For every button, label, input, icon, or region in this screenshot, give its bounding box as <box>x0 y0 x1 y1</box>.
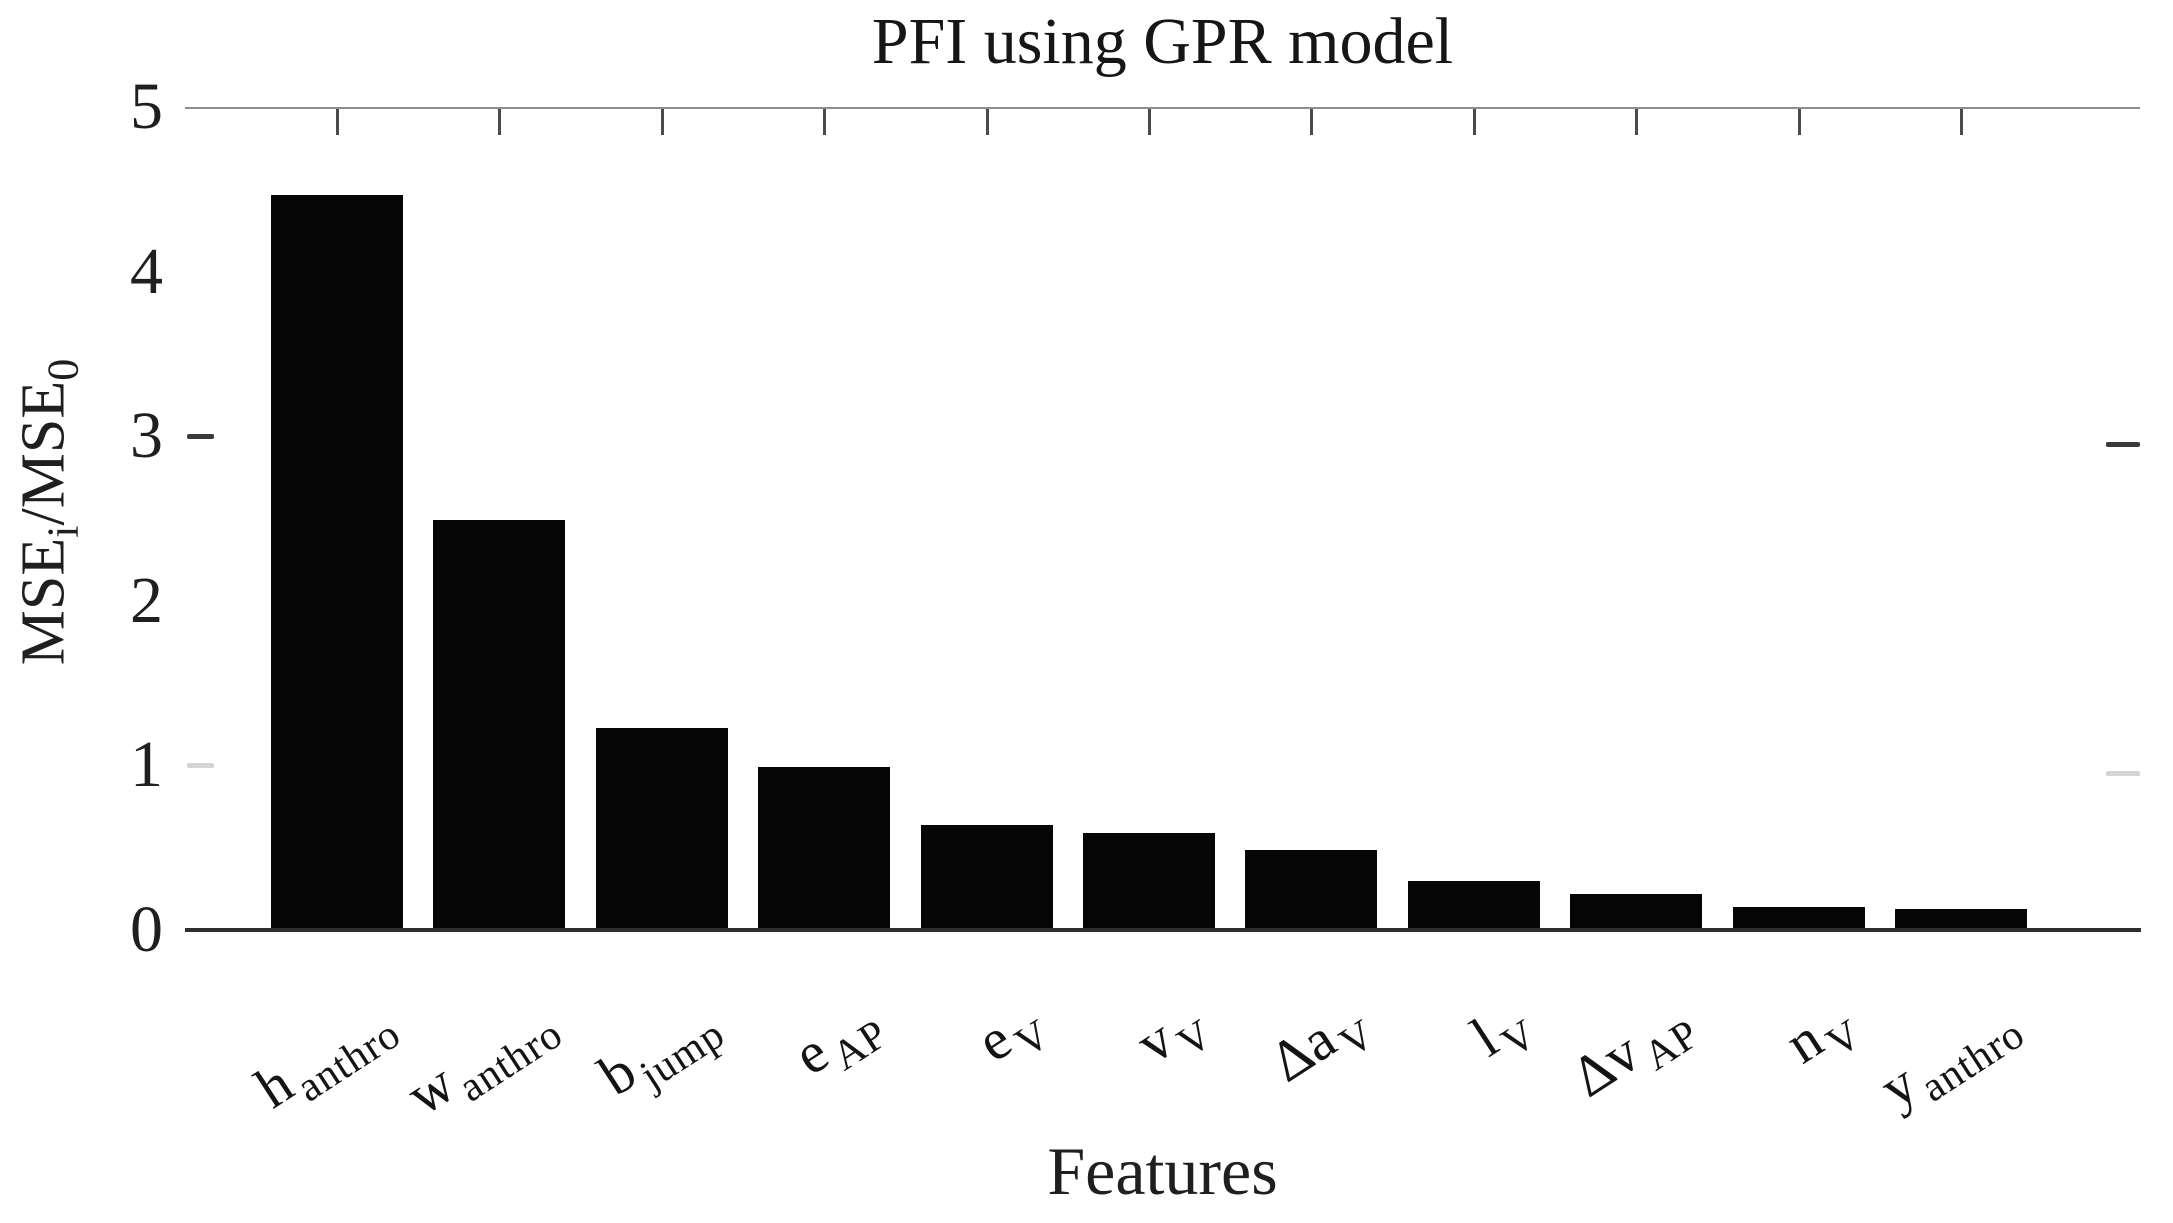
bar-b_jump <box>595 728 728 932</box>
bar-n_V <box>1732 907 1865 932</box>
chart-title: PFI using GPR model <box>871 5 1454 78</box>
top-axis-tick <box>1310 109 1314 135</box>
top-axis-tick <box>1148 109 1151 135</box>
left-axis-tick-3 <box>187 434 214 439</box>
x-tick-base: Δv <box>1560 1018 1652 1110</box>
top-axis-tick <box>498 109 502 135</box>
x-tick-base: h <box>243 1050 304 1121</box>
x-tick-subscript: jump <box>632 1010 734 1099</box>
x-tick-base: v <box>1124 1005 1185 1076</box>
right-axis-tick-3 <box>2106 442 2140 447</box>
x-tick-subscript: anthro <box>288 1010 409 1112</box>
x-tick-label-text: eV <box>964 984 1058 1082</box>
x-tick-base: e <box>782 1018 840 1088</box>
y-tick-label-3: 3 <box>130 399 163 472</box>
x-tick-label-text: ΔvAP <box>1559 984 1708 1117</box>
x-tick-base: y <box>1867 1050 1928 1121</box>
plot-area <box>185 107 2140 932</box>
y-tick-label-2: 2 <box>130 564 163 637</box>
x-tick-base: n <box>1774 1005 1834 1076</box>
x-tick-label-text: bjump <box>587 984 734 1115</box>
top-axis-tick <box>1635 109 1639 135</box>
y-tick-label-5: 5 <box>130 70 163 143</box>
top-axis-tick <box>1797 109 1801 135</box>
x-tick-base: b <box>587 1037 648 1109</box>
y-tick-label-0: 0 <box>130 893 163 966</box>
x-tick-label-text: vV <box>1124 984 1221 1083</box>
y-axis-label-subscript-0: 0 <box>38 358 88 381</box>
bar-h_anthro <box>271 195 403 932</box>
x-tick-label-text: ΔaV <box>1257 984 1383 1102</box>
bar-e_V <box>920 825 1053 932</box>
left-axis-tick-1 <box>187 763 214 768</box>
y-axis-label-subscript-i: i <box>38 525 88 538</box>
bar-Δa_V <box>1245 850 1378 932</box>
right-axis-tick-1 <box>2106 771 2140 776</box>
bar-l_V <box>1407 881 1540 932</box>
bar-w_anthro <box>433 520 566 932</box>
x-tick-label-text: nV <box>1773 984 1870 1083</box>
top-axis-tick <box>1472 109 1476 135</box>
x-tick-label-text: lV <box>1459 984 1545 1076</box>
bar-y_anthro <box>1895 909 2027 932</box>
x-tick-base: w <box>395 1050 466 1128</box>
bar-e_AP <box>758 767 891 932</box>
y-tick-label-4: 4 <box>130 235 163 308</box>
top-axis-tick <box>660 109 664 135</box>
x-tick-label-text: yanthro <box>1867 984 2033 1128</box>
x-tick-label-text: hanthro <box>243 984 409 1128</box>
x-axis-label: Features <box>1047 1133 1278 1209</box>
x-axis-line <box>185 928 2141 932</box>
bar-Δv_AP <box>1570 894 1703 932</box>
x-tick-base: Δa <box>1258 1005 1347 1095</box>
x-tick-base: e <box>964 1005 1022 1075</box>
top-axis-tick <box>336 109 339 135</box>
x-tick-label-text: wanthro <box>394 984 572 1135</box>
x-tick-label-text: eAP <box>781 984 896 1095</box>
x-tick-subscript: anthro <box>1912 1010 2033 1112</box>
y-tick-label-1: 1 <box>130 728 163 801</box>
top-axis-tick <box>1960 109 1963 135</box>
top-axis-tick <box>823 109 827 135</box>
bar-v_V <box>1083 833 1215 932</box>
top-axis-tick <box>985 109 989 135</box>
x-tick-subscript: anthro <box>451 1010 572 1112</box>
